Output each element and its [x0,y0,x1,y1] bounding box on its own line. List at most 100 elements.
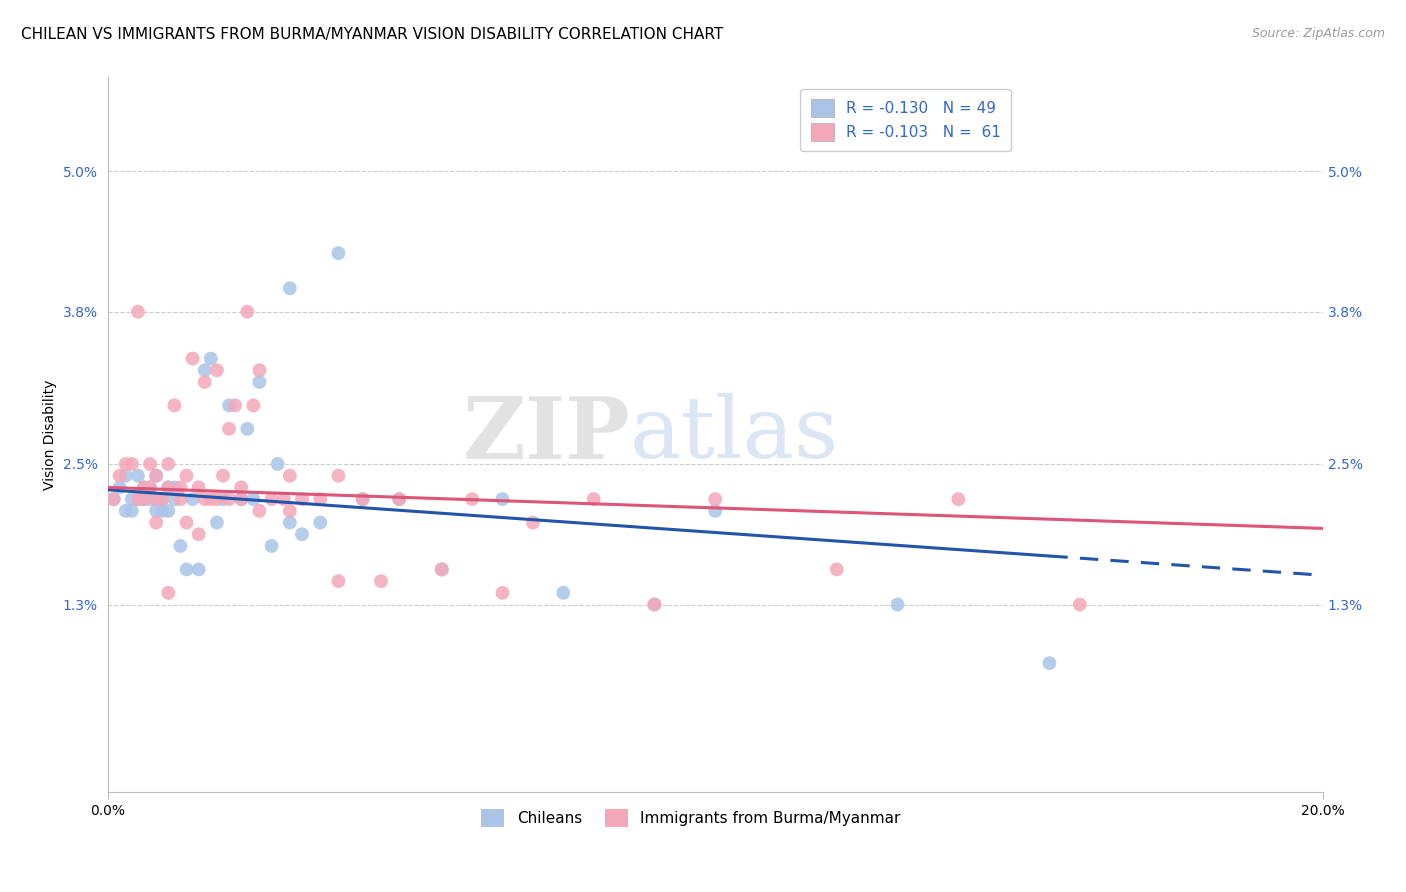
Point [643,598,665,612]
Point [200,492,222,507]
Point [114,468,136,483]
Point [163,399,186,413]
Point [145,492,167,507]
Point [461,492,484,507]
Point [145,516,167,530]
Point [108,468,131,483]
Point [522,516,544,530]
Point [278,468,301,483]
Point [278,281,301,295]
Point [1038,656,1060,670]
Point [886,598,908,612]
Point [236,422,259,436]
Point [242,492,264,507]
Point [273,492,295,507]
Point [127,468,149,483]
Point [194,492,217,507]
Point [388,492,411,507]
Point [309,516,332,530]
Point [157,480,180,494]
Point [169,480,191,494]
Point [139,492,162,507]
Text: CHILEAN VS IMMIGRANTS FROM BURMA/MYANMAR VISION DISABILITY CORRELATION CHART: CHILEAN VS IMMIGRANTS FROM BURMA/MYANMAR… [21,27,723,42]
Point [205,516,228,530]
Point [212,468,235,483]
Point [491,586,513,600]
Point [291,492,314,507]
Point [163,492,186,507]
Point [205,492,228,507]
Point [157,504,180,518]
Text: atlas: atlas [630,393,839,476]
Point [187,527,209,541]
Point [278,504,301,518]
Point [194,375,217,389]
Point [249,375,271,389]
Point [187,480,209,494]
Point [704,492,727,507]
Point [242,399,264,413]
Point [582,492,605,507]
Point [231,480,253,494]
Point [157,480,180,494]
Point [108,480,131,494]
Point [260,539,283,553]
Point [132,492,155,507]
Point [150,504,173,518]
Point [127,492,149,507]
Point [103,492,125,507]
Point [231,492,253,507]
Point [249,504,271,518]
Point [127,492,149,507]
Point [218,422,240,436]
Point [103,492,125,507]
Legend: Chileans, Immigrants from Burma/Myanmar: Chileans, Immigrants from Burma/Myanmar [474,801,908,834]
Point [176,516,198,530]
Point [249,363,271,377]
Point [132,492,155,507]
Point [127,304,149,318]
Point [430,562,453,576]
Point [224,399,246,413]
Point [157,586,180,600]
Point [121,504,143,518]
Point [231,492,253,507]
Point [145,468,167,483]
Point [948,492,970,507]
Point [430,562,453,576]
Point [132,480,155,494]
Point [194,363,217,377]
Point [150,492,173,507]
Point [370,574,392,588]
Point [328,574,350,588]
Point [169,539,191,553]
Point [145,504,167,518]
Point [212,492,235,507]
Point [218,399,240,413]
Text: ZIP: ZIP [463,392,630,476]
Point [328,468,350,483]
Y-axis label: Vision Disability: Vision Disability [44,379,58,490]
Point [114,457,136,471]
Point [218,492,240,507]
Point [704,504,727,518]
Point [176,562,198,576]
Text: Source: ZipAtlas.com: Source: ZipAtlas.com [1251,27,1385,40]
Point [1069,598,1091,612]
Point [157,457,180,471]
Point [114,504,136,518]
Point [181,492,204,507]
Point [643,598,665,612]
Point [388,492,411,507]
Point [309,492,332,507]
Point [200,351,222,366]
Point [825,562,848,576]
Point [139,480,162,494]
Point [132,480,155,494]
Point [139,457,162,471]
Point [266,457,288,471]
Point [236,304,259,318]
Point [352,492,374,507]
Point [139,480,162,494]
Point [278,516,301,530]
